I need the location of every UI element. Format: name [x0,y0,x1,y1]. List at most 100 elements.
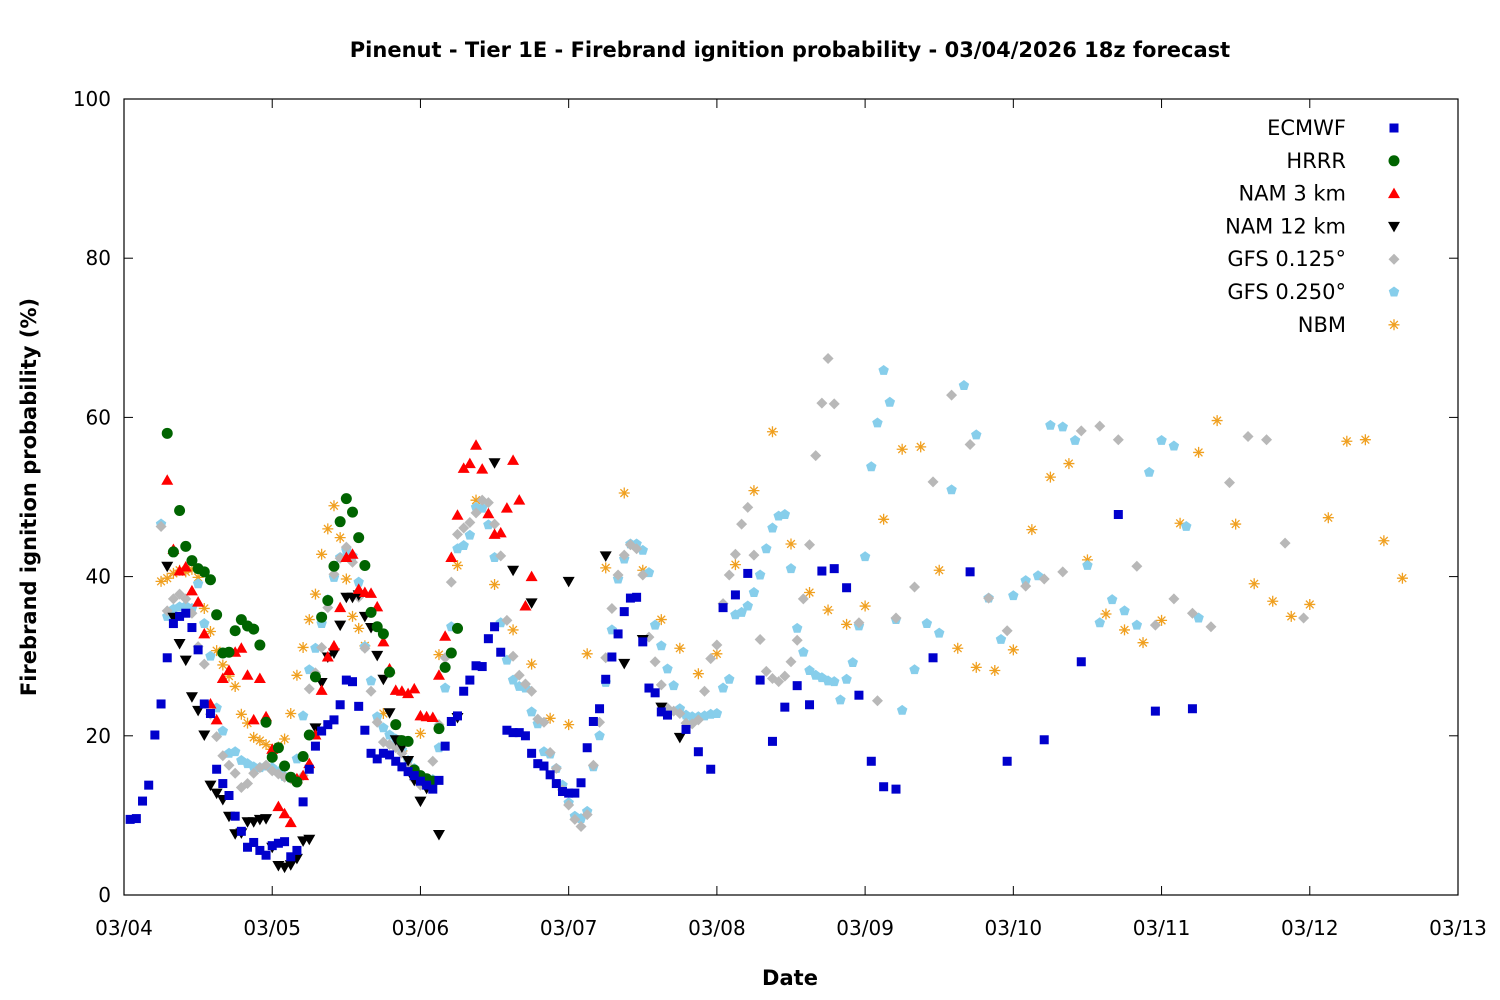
data-point [581,809,593,821]
data-point [452,622,463,634]
data-point [385,750,395,760]
legend-marker [1388,253,1400,265]
data-point [742,600,753,611]
data-point [440,741,450,751]
data-point [229,767,241,779]
data-point [155,575,167,587]
data-point [544,747,556,759]
data-point [1038,573,1050,585]
data-point [711,648,723,660]
data-point [242,778,254,790]
legend: ECMWF HRRR NAM 3 km NAM 12 km GFS 0.125° GFS … [1225,116,1400,337]
data-point [520,731,530,741]
legend-label: NBM [1298,313,1346,337]
x-tick-label: 03/11 [1133,916,1191,940]
data-point [1131,560,1143,572]
x-tick-label: 03/12 [1281,916,1339,940]
data-point [150,730,160,740]
data-point [507,624,519,636]
data-point [674,642,686,654]
data-point [334,532,346,544]
data-point [199,618,210,629]
data-point [828,398,840,410]
x-tick-label: 03/09 [836,916,894,940]
data-point [792,681,802,691]
data-point [340,573,352,585]
data-point [1007,644,1019,656]
data-point [205,650,216,661]
data-point [859,600,871,612]
data-point [144,780,154,790]
data-point [1044,471,1056,483]
x-axis: 03/04 03/05 03/06 03/07 03/08 03/09 03/10 03/11… [95,99,1487,940]
data-point [780,702,790,712]
data-point [748,587,760,597]
data-point [637,569,649,581]
data-point [650,688,660,698]
data-point [761,543,772,554]
data-point [513,494,526,505]
data-point [408,682,421,694]
data-point [445,647,457,659]
data-point [805,700,815,710]
data-point [853,617,865,629]
data-point [705,653,717,665]
data-point [229,625,241,637]
data-point [415,776,425,786]
data-point [297,750,309,762]
data-point [316,641,328,653]
data-point [346,548,359,559]
data-point [352,583,365,594]
data-points [125,352,1408,874]
data-point [742,501,754,513]
data-point [359,642,371,654]
data-point [711,639,723,651]
data-point [527,748,537,758]
data-point [513,669,525,681]
data-point [303,729,315,741]
data-point [266,751,278,763]
data-point [564,788,574,798]
data-point [736,518,748,530]
y-axis-title: Firebrand ignition probability (%) [17,298,41,696]
data-point [1119,605,1130,616]
data-point [464,516,476,528]
data-point [711,708,723,718]
data-point [329,715,339,725]
data-point [1242,431,1254,443]
data-point [180,593,192,605]
data-point [1156,614,1168,626]
data-point [817,566,827,576]
data-point [476,463,489,474]
data-point [372,754,382,764]
data-point [426,711,439,722]
data-point [1137,637,1149,649]
data-point [402,735,414,747]
data-point [242,717,254,729]
data-point [284,816,297,828]
data-point [545,770,555,780]
data-point [606,602,618,614]
data-point [576,778,586,788]
data-point [218,779,228,789]
data-point [260,739,272,751]
data-point [278,807,291,819]
data-point [365,606,377,618]
data-point [755,675,765,685]
data-point [439,661,451,673]
data-point [612,569,624,581]
data-point [575,821,587,833]
data-point [594,730,605,741]
data-point [607,652,617,662]
data-point [699,685,711,697]
data-point [198,658,210,670]
data-point [810,450,822,462]
data-point [1002,756,1012,766]
data-point [551,779,561,789]
data-point [1106,594,1118,605]
data-point [879,782,889,792]
data-point [1230,518,1242,530]
data-point [187,623,197,633]
data-point [223,646,235,658]
data-point [211,609,223,621]
